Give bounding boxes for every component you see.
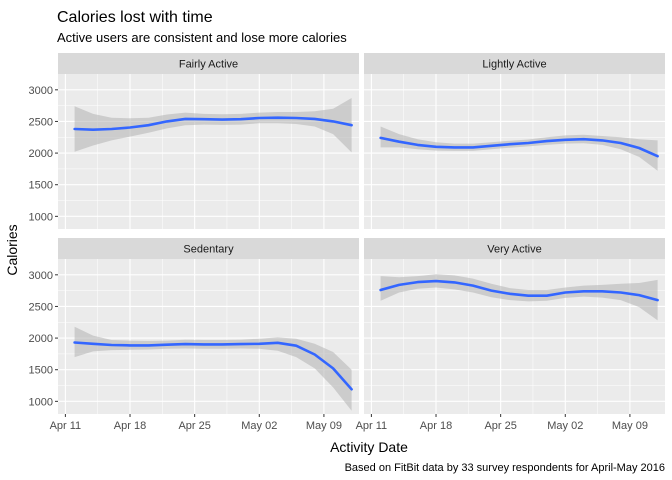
y-tick-label: 2000 — [29, 148, 53, 160]
y-tick-label: 1500 — [29, 365, 53, 377]
x-tick-label: Apr 11 — [356, 420, 388, 432]
x-tick-label: May 09 — [306, 420, 342, 432]
y-tick-label: 1000 — [29, 396, 53, 408]
facet-panel: Sedentary 1000 1500 2000 2500 3000 Apr 11 Apr 1… — [29, 238, 359, 432]
confidence-ribbon — [74, 98, 352, 153]
chart-subtitle: Active users are consistent and lose mor… — [57, 30, 347, 45]
facet-panels: Fairly Active 1000 1500 2000 2500 3000 Lightly… — [29, 53, 665, 432]
y-tick-label: 2500 — [29, 301, 53, 313]
x-tick-label: May 09 — [612, 420, 648, 432]
facet-panel: Fairly Active 1000 1500 2000 2500 3000 — [29, 53, 359, 229]
x-tick-label: Apr 11 — [50, 420, 82, 432]
trend-line — [379, 279, 659, 302]
chart-caption: Based on FitBit data by 33 survey respon… — [345, 462, 665, 474]
trend-line — [379, 136, 659, 158]
y-tick-label: 3000 — [29, 85, 53, 97]
facet-strip-label: Lightly Active — [482, 59, 546, 71]
x-tick-label: Apr 25 — [484, 420, 516, 432]
x-tick-label: Apr 25 — [178, 420, 210, 432]
confidence-ribbon — [380, 126, 658, 171]
facet-strip — [364, 238, 665, 259]
y-axis-label: Calories — [4, 224, 20, 275]
facet-strip-label: Fairly Active — [179, 59, 238, 71]
facet-strip-label: Sedentary — [183, 244, 234, 256]
x-axis-label: Activity Date — [330, 439, 408, 455]
facet-panel: Lightly Active — [364, 53, 665, 229]
facet-strip — [364, 53, 665, 74]
x-tick-label: May 02 — [241, 420, 277, 432]
y-tick-label: 1000 — [29, 211, 53, 223]
panel-background — [58, 259, 359, 414]
trend-line — [73, 341, 353, 391]
chart-title: Calories lost with time — [57, 9, 213, 26]
confidence-ribbon — [380, 274, 658, 321]
y-tick-label: 1500 — [29, 180, 53, 192]
facet-strip-label: Very Active — [487, 244, 541, 256]
facet-panel: Very Active Apr 11 Apr 18 Apr 25 May 02 May 0… — [356, 238, 665, 432]
facet-strip — [58, 238, 359, 259]
x-tick-label: Apr 18 — [420, 420, 452, 432]
x-tick-label: Apr 18 — [114, 420, 146, 432]
x-tick-label: May 02 — [547, 420, 583, 432]
facet-strip — [58, 53, 359, 74]
trend-line — [73, 116, 353, 131]
panel-background — [58, 74, 359, 229]
confidence-ribbon — [74, 326, 352, 411]
panel-background — [364, 74, 665, 229]
y-tick-label: 2000 — [29, 333, 53, 345]
y-tick-label: 3000 — [29, 270, 53, 282]
y-tick-label: 2500 — [29, 116, 53, 128]
